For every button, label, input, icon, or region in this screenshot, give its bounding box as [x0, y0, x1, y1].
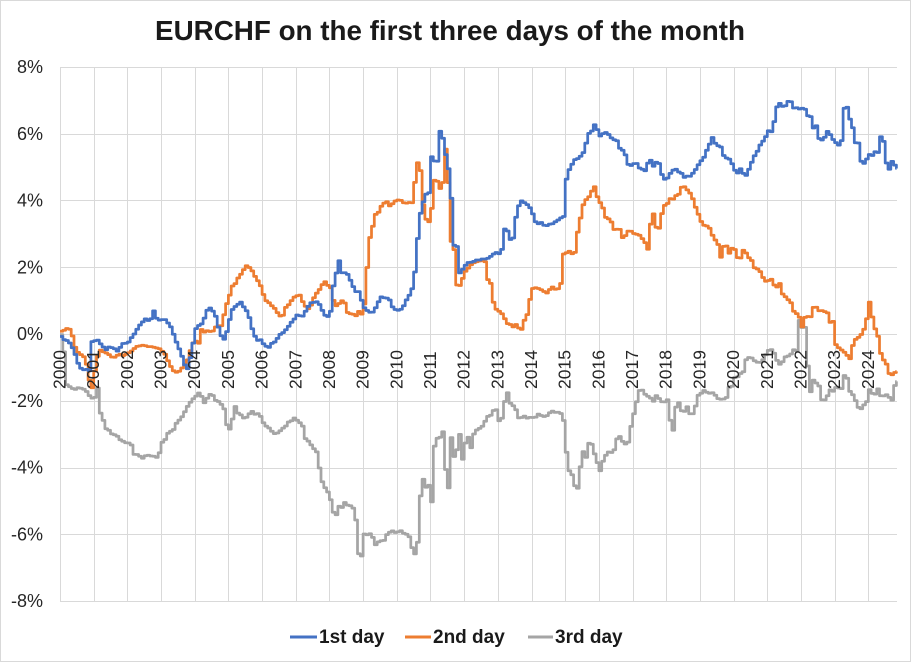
- svg-text:2009: 2009: [353, 350, 373, 389]
- svg-text:2013: 2013: [487, 350, 507, 389]
- svg-text:6%: 6%: [17, 124, 43, 144]
- svg-text:2014: 2014: [521, 350, 541, 389]
- svg-text:2003: 2003: [151, 350, 171, 389]
- svg-text:-2%: -2%: [11, 391, 43, 411]
- svg-text:2008: 2008: [319, 350, 339, 389]
- svg-text:2023: 2023: [824, 350, 844, 389]
- svg-text:2012: 2012: [454, 350, 474, 389]
- svg-text:2004: 2004: [184, 350, 204, 389]
- svg-text:2016: 2016: [588, 350, 608, 389]
- svg-text:2007: 2007: [285, 350, 305, 389]
- svg-text:2005: 2005: [218, 350, 238, 389]
- svg-text:4%: 4%: [17, 191, 43, 211]
- svg-text:3rd day: 3rd day: [555, 627, 623, 648]
- svg-text:EURCHF on the first three days: EURCHF on the first three days of the mo…: [155, 15, 745, 46]
- svg-text:2022: 2022: [790, 350, 810, 389]
- svg-text:2002: 2002: [117, 350, 137, 389]
- svg-text:2020: 2020: [723, 350, 743, 389]
- svg-text:2017: 2017: [622, 350, 642, 389]
- svg-text:1st day: 1st day: [319, 627, 385, 648]
- svg-text:2011: 2011: [420, 351, 440, 389]
- svg-text:2021: 2021: [757, 350, 777, 389]
- svg-text:0%: 0%: [17, 324, 43, 344]
- svg-text:2024: 2024: [858, 350, 878, 389]
- svg-text:2001: 2001: [83, 350, 103, 389]
- svg-text:2019: 2019: [689, 350, 709, 389]
- svg-text:2%: 2%: [17, 257, 43, 277]
- svg-text:2006: 2006: [252, 350, 272, 389]
- svg-text:2010: 2010: [386, 350, 406, 389]
- svg-text:2000: 2000: [50, 350, 70, 389]
- svg-text:2nd day: 2nd day: [433, 627, 505, 648]
- svg-text:-4%: -4%: [11, 458, 43, 478]
- svg-text:-8%: -8%: [11, 591, 43, 611]
- svg-text:2018: 2018: [656, 350, 676, 389]
- svg-text:-6%: -6%: [11, 524, 43, 544]
- svg-text:8%: 8%: [17, 57, 43, 77]
- svg-text:2015: 2015: [555, 350, 575, 389]
